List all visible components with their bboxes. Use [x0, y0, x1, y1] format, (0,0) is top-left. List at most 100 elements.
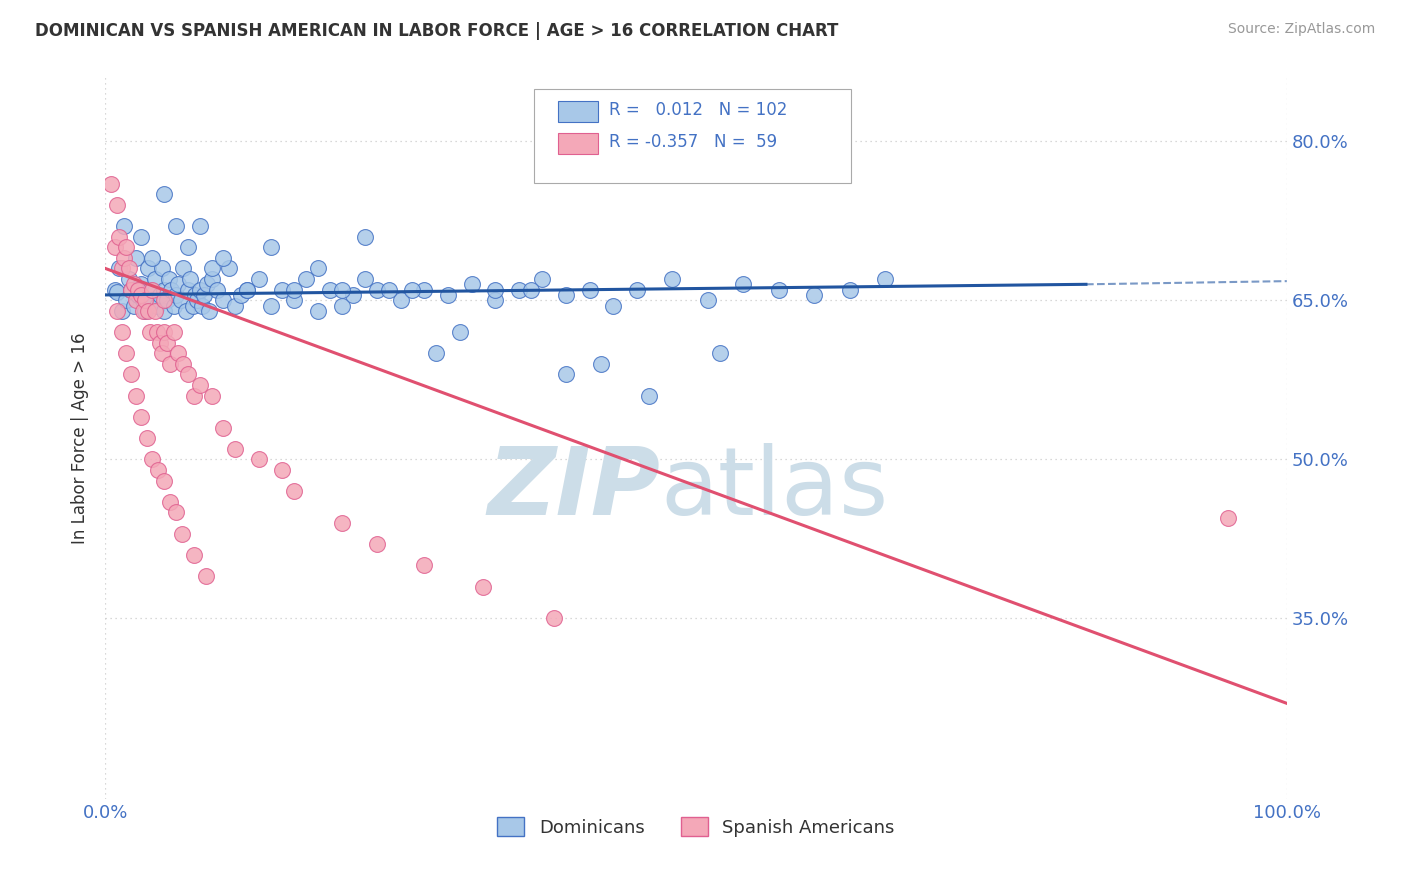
Point: [578, 283, 600, 297]
Point: [366, 537, 388, 551]
Point: [330, 299, 353, 313]
Point: [165, 219, 187, 233]
Point: [181, 299, 204, 313]
Point: [177, 368, 200, 382]
Point: [330, 516, 353, 530]
Point: [156, 293, 179, 308]
Point: [661, 272, 683, 286]
Point: [236, 283, 259, 297]
Point: [153, 293, 176, 308]
Point: [174, 303, 197, 318]
Point: [401, 283, 423, 297]
Point: [108, 261, 131, 276]
Point: [259, 240, 281, 254]
Point: [141, 293, 163, 308]
Point: [283, 293, 305, 308]
Point: [307, 303, 329, 318]
Point: [307, 261, 329, 276]
Point: [354, 272, 377, 286]
Point: [104, 283, 127, 297]
Point: [153, 325, 176, 339]
Point: [193, 288, 215, 302]
Point: [460, 277, 482, 292]
Point: [143, 272, 166, 286]
Point: [218, 261, 240, 276]
Point: [212, 293, 235, 308]
Point: [143, 303, 166, 318]
Point: [156, 335, 179, 350]
Text: ZIP: ZIP: [488, 442, 661, 534]
Text: Source: ZipAtlas.com: Source: ZipAtlas.com: [1227, 22, 1375, 37]
Point: [129, 277, 152, 292]
Point: [100, 177, 122, 191]
Point: [271, 463, 294, 477]
Point: [127, 283, 149, 297]
Text: atlas: atlas: [661, 442, 889, 534]
Point: [519, 283, 541, 297]
Point: [319, 283, 342, 297]
Point: [170, 293, 193, 308]
Point: [105, 285, 128, 299]
Point: [186, 293, 208, 308]
Point: [207, 283, 229, 297]
Point: [378, 283, 401, 297]
Point: [194, 569, 217, 583]
Point: [120, 283, 142, 297]
Point: [148, 288, 170, 302]
Legend: Dominicans, Spanish Americans: Dominicans, Spanish Americans: [491, 810, 901, 844]
Point: [150, 346, 173, 360]
Point: [136, 261, 159, 276]
Point: [170, 526, 193, 541]
Point: [146, 299, 169, 313]
Point: [115, 346, 138, 360]
Point: [413, 558, 436, 573]
Point: [188, 283, 211, 297]
Point: [134, 303, 156, 318]
Point: [531, 272, 554, 286]
Point: [508, 283, 530, 297]
Point: [153, 474, 176, 488]
Point: [626, 283, 648, 297]
Point: [543, 611, 565, 625]
Point: [195, 277, 218, 292]
Point: [132, 293, 155, 308]
Point: [159, 357, 181, 371]
Point: [112, 251, 135, 265]
Point: [112, 219, 135, 233]
Point: [637, 389, 659, 403]
Point: [354, 229, 377, 244]
Point: [172, 261, 194, 276]
Point: [129, 229, 152, 244]
Point: [165, 288, 187, 302]
Point: [111, 261, 134, 276]
Point: [212, 420, 235, 434]
Point: [803, 288, 825, 302]
Point: [150, 261, 173, 276]
Point: [591, 357, 613, 371]
Point: [229, 288, 252, 302]
Point: [389, 293, 412, 308]
Point: [122, 299, 145, 313]
Point: [188, 219, 211, 233]
Point: [136, 303, 159, 318]
Point: [120, 368, 142, 382]
Point: [165, 505, 187, 519]
Point: [602, 299, 624, 313]
Point: [129, 288, 152, 302]
Point: [247, 272, 270, 286]
Point: [224, 299, 246, 313]
Point: [177, 240, 200, 254]
Point: [179, 272, 201, 286]
Text: R =   0.012   N = 102: R = 0.012 N = 102: [609, 101, 787, 119]
Point: [200, 389, 222, 403]
Point: [484, 293, 506, 308]
Text: R = -0.357   N =  59: R = -0.357 N = 59: [609, 133, 778, 151]
Point: [139, 283, 162, 297]
Point: [283, 484, 305, 499]
Point: [135, 431, 157, 445]
Point: [146, 325, 169, 339]
Point: [132, 303, 155, 318]
Point: [184, 288, 207, 302]
Point: [115, 293, 138, 308]
Point: [768, 283, 790, 297]
